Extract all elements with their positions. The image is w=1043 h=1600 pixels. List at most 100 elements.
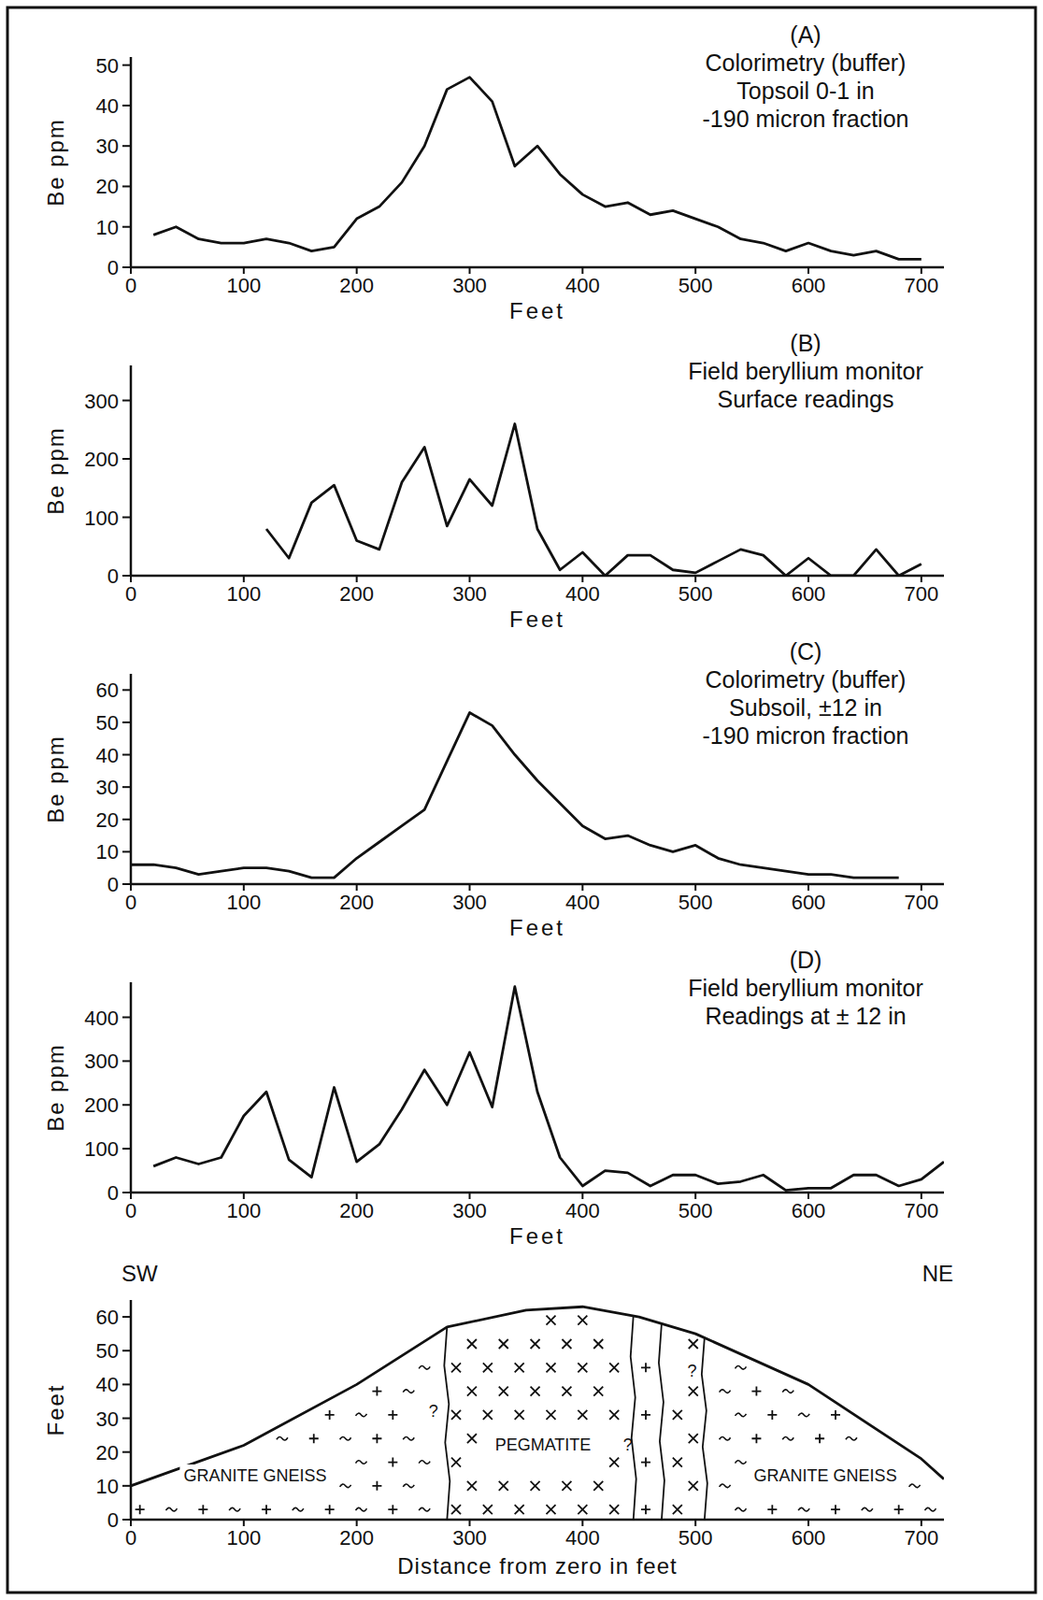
- figure: 010203040500100200300400500600700Be ppmF…: [0, 0, 1043, 1600]
- y-tick: [122, 64, 131, 67]
- pegmatite-symbol: [688, 1433, 699, 1444]
- y-tick: [122, 516, 131, 519]
- y-tick-label: 50: [96, 711, 119, 735]
- x-tick: [694, 1192, 697, 1200]
- x-tick-label: 400: [565, 273, 601, 298]
- y-tick-label: 30: [96, 1407, 119, 1431]
- gneiss-symbol: [830, 1504, 841, 1515]
- x-tick-label: 300: [452, 890, 487, 915]
- y-axis-title: Be ppm: [42, 1043, 69, 1132]
- gneiss-symbol: [228, 1507, 241, 1512]
- panel-label: (C): [789, 638, 823, 665]
- gneiss-symbol: [340, 1436, 352, 1441]
- gneiss-symbol: [261, 1504, 272, 1515]
- x-tick: [694, 575, 697, 583]
- y-tick-label: 20: [96, 1441, 119, 1465]
- pegmatite-symbol: [530, 1481, 541, 1491]
- y-tick-label: 0: [107, 872, 119, 897]
- y-tick-label: 200: [84, 447, 119, 472]
- y-axis: [129, 365, 133, 576]
- gneiss-symbol: [719, 1389, 731, 1394]
- gneiss-symbol: [641, 1362, 651, 1372]
- x-tick: [920, 575, 923, 583]
- x-axis: [130, 1191, 944, 1195]
- y-tick: [122, 144, 131, 147]
- y-axis-title: Feet: [42, 1383, 69, 1436]
- y-tick-label: 200: [84, 1093, 119, 1117]
- uncertain-mark: ?: [428, 1401, 439, 1421]
- x-tick: [469, 1519, 472, 1527]
- x-tick-label: 700: [903, 1199, 939, 1223]
- x-tick-label: 200: [339, 582, 374, 606]
- x-tick: [920, 267, 923, 274]
- y-tick-label: 0: [107, 564, 119, 588]
- gneiss-symbol: [371, 1481, 382, 1491]
- y-tick: [122, 1191, 131, 1194]
- subtitle: Topsoil 0-1 in: [736, 77, 874, 104]
- pegmatite-symbol: [483, 1504, 493, 1515]
- unit-label: GRANITE GNEISS: [183, 1466, 327, 1486]
- y-tick-label: 0: [107, 256, 119, 280]
- x-axis-title: Feet: [509, 1223, 566, 1249]
- gneiss-symbol: [387, 1504, 398, 1515]
- gneiss-symbol: [418, 1366, 430, 1371]
- pegmatite-symbol: [577, 1504, 587, 1515]
- pegmatite-symbol: [672, 1457, 683, 1468]
- x-tick-label: 500: [678, 582, 714, 606]
- x-tick-label: 0: [125, 1199, 137, 1223]
- y-tick-label: 50: [96, 1339, 119, 1363]
- x-tick: [469, 267, 472, 274]
- x-tick-label: 100: [226, 1199, 261, 1223]
- y-tick: [122, 850, 131, 853]
- x-tick: [129, 575, 132, 583]
- x-tick-label: 200: [339, 1526, 374, 1550]
- pegmatite-symbol: [514, 1410, 525, 1420]
- x-tick: [469, 575, 472, 583]
- y-tick-label: 20: [96, 174, 119, 199]
- pegmatite-symbol: [609, 1457, 619, 1468]
- gneiss-symbol: [845, 1436, 858, 1441]
- gneiss-symbol: [767, 1504, 777, 1515]
- pegmatite-symbol: [546, 1504, 557, 1515]
- x-axis: [130, 266, 944, 270]
- y-tick-label: 10: [96, 840, 119, 864]
- plot-area: [130, 1306, 944, 1520]
- pegmatite-symbol: [609, 1362, 619, 1372]
- gneiss-symbol: [641, 1410, 651, 1420]
- pegmatite-symbol: [593, 1339, 603, 1349]
- x-tick-label: 100: [226, 582, 261, 606]
- cross-section: 01020304050600100200300400500600700FeetD…: [42, 1260, 954, 1579]
- subtitle: Surface readings: [716, 385, 894, 413]
- pegmatite-symbol: [451, 1504, 461, 1515]
- panel: 01002003000100200300400500600700Be ppmFe…: [42, 329, 944, 632]
- x-tick: [356, 1519, 358, 1527]
- x-tick-label: 100: [226, 1526, 261, 1550]
- pegmatite-symbol: [451, 1410, 461, 1420]
- contact-line: [443, 1327, 450, 1520]
- pegmatite-symbol: [609, 1410, 619, 1420]
- x-tick: [469, 884, 472, 891]
- x-axis: [130, 574, 944, 578]
- plot-area: [153, 77, 922, 260]
- y-tick: [122, 1383, 131, 1386]
- y-tick-label: 40: [96, 1372, 119, 1397]
- x-tick: [581, 575, 584, 583]
- gneiss-symbol: [198, 1504, 208, 1515]
- x-tick: [581, 884, 584, 891]
- y-axis-title: Be ppm: [42, 734, 69, 824]
- pegmatite-symbol: [467, 1433, 477, 1444]
- gneiss-symbol: [782, 1389, 794, 1394]
- gneiss-symbol: [894, 1504, 904, 1515]
- title: Colorimetry (buffer): [705, 666, 907, 693]
- pegmatite-symbol: [546, 1362, 557, 1372]
- gneiss-symbol: [830, 1410, 841, 1420]
- gneiss-symbol: [925, 1507, 937, 1512]
- y-tick: [122, 754, 131, 757]
- label-ground: [491, 1433, 596, 1457]
- x-tick: [807, 884, 810, 891]
- pegmatite-symbol: [593, 1386, 603, 1397]
- label-ground: [750, 1464, 901, 1487]
- plot-area: [266, 424, 922, 577]
- x-tick: [242, 575, 245, 583]
- x-tick: [581, 267, 584, 274]
